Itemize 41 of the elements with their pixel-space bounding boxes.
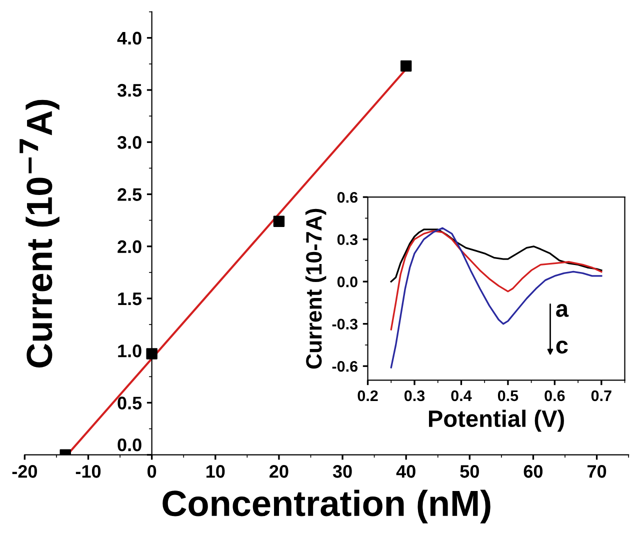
x-tick-label: 20 bbox=[270, 465, 288, 478]
point bbox=[146, 348, 158, 360]
x-tick-label: 70 bbox=[588, 465, 606, 478]
point bbox=[400, 60, 412, 72]
x-tick-label: 0.4 bbox=[451, 390, 472, 402]
x-axis-title: Concentration (nM) bbox=[162, 490, 490, 524]
y-tick-label: 2.5 bbox=[118, 188, 142, 201]
x-tick-label: 0.6 bbox=[544, 390, 565, 402]
x-tick-label: 50 bbox=[460, 465, 479, 478]
y-tick-label: 0.6 bbox=[337, 192, 358, 203]
y-tick-label: 4.0 bbox=[117, 32, 142, 45]
x-axis-title: Potential (V) bbox=[428, 410, 564, 432]
y-tick-label: 3.5 bbox=[117, 84, 142, 97]
x-tick-label: 60 bbox=[524, 465, 543, 478]
y-axis-title: Current (10-7A) bbox=[305, 208, 326, 369]
y-tick-label: 0.3 bbox=[337, 234, 358, 246]
x-tick-label: -10 bbox=[76, 465, 101, 478]
x-tick-label: 10 bbox=[206, 465, 225, 478]
x-tick-label: 30 bbox=[332, 465, 352, 478]
line-series bbox=[390, 230, 602, 330]
y-tick-label: 1.5 bbox=[118, 292, 142, 306]
y-tick-label: -0.3 bbox=[332, 318, 358, 330]
y-tick-label: 1.0 bbox=[118, 344, 142, 358]
y-axis-title: Current (10$^{−7}$A) bbox=[20, 100, 60, 368]
y-tick-label: -0.6 bbox=[332, 360, 358, 372]
y-tick-label: 2.0 bbox=[118, 240, 142, 254]
x-tick-label: 0.2 bbox=[358, 390, 378, 402]
x-tick-label: 0 bbox=[148, 465, 156, 478]
y-tick-label: 3.0 bbox=[117, 136, 142, 149]
x-tick-label: 0.3 bbox=[404, 390, 425, 402]
x-tick-label: 0.7 bbox=[591, 390, 612, 402]
line-series bbox=[390, 228, 602, 282]
x-tick-label: 0.5 bbox=[498, 390, 518, 402]
annotation: a bbox=[556, 304, 569, 317]
point bbox=[273, 216, 285, 227]
line-series bbox=[390, 227, 602, 368]
y-tick-label: 0.0 bbox=[118, 438, 142, 452]
annotation: c bbox=[556, 340, 568, 354]
x-tick-label: -20 bbox=[12, 465, 37, 478]
x-tick-label: 40 bbox=[396, 465, 416, 478]
y-tick-label: 0.0 bbox=[337, 276, 358, 288]
